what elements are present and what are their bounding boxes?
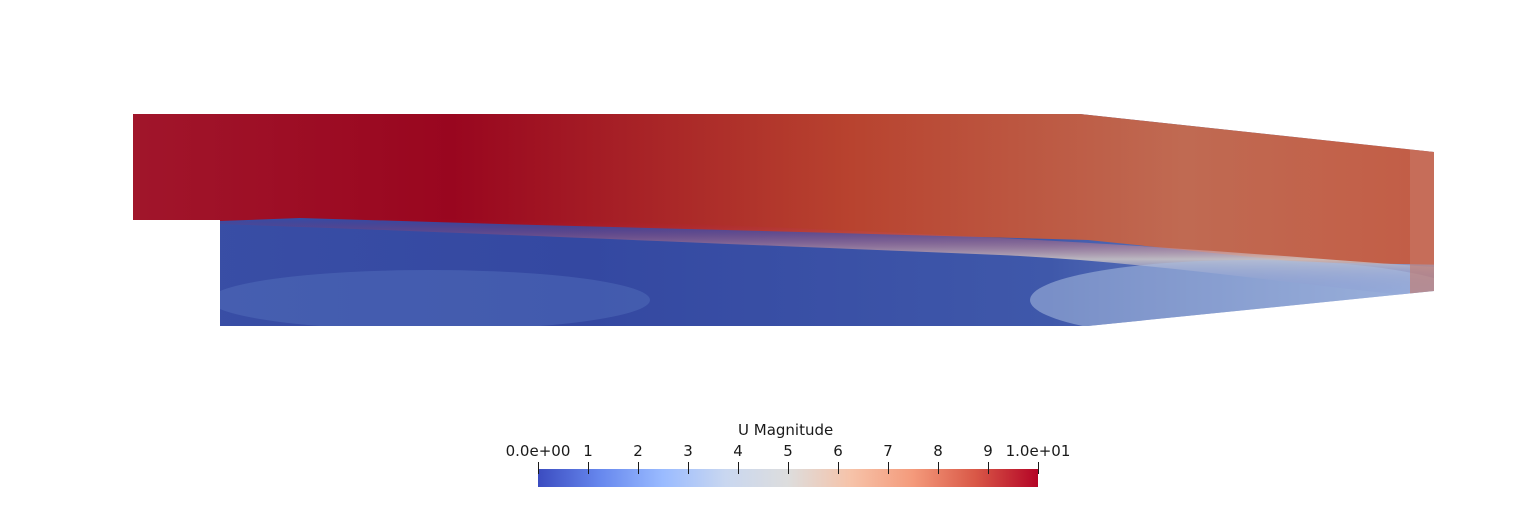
legend-tick-mark xyxy=(637,462,639,474)
legend-tick-label: 5 xyxy=(783,442,793,460)
upper-jet-region xyxy=(133,114,1434,265)
legend-tick-label: 0.0e+00 xyxy=(505,442,571,460)
legend-tick-mark xyxy=(587,462,589,474)
legend-tick-mark xyxy=(837,462,839,474)
legend-tick-label: 2 xyxy=(633,442,643,460)
lower-left-patch xyxy=(210,270,650,326)
legend-tick-label: 3 xyxy=(683,442,693,460)
legend-tick-mark xyxy=(987,462,989,474)
legend-tick-mark xyxy=(537,462,539,474)
legend-tick-label: 1 xyxy=(583,442,593,460)
legend-tick-label: 7 xyxy=(883,442,893,460)
flow-domain xyxy=(133,114,1434,326)
legend-tick-label: 9 xyxy=(983,442,993,460)
legend-title: U Magnitude xyxy=(738,421,834,439)
legend-tick-label: 4 xyxy=(733,442,743,460)
outlet-band xyxy=(1410,150,1434,295)
legend-tick-label: 1.0e+01 xyxy=(1005,442,1071,460)
legend-tick-mark xyxy=(787,462,789,474)
legend-tick-mark xyxy=(1037,462,1039,474)
legend-tick-mark xyxy=(737,462,739,474)
shear-layer xyxy=(220,218,1434,300)
colorbar-gradient xyxy=(538,469,1038,487)
legend-tick-label: 6 xyxy=(833,442,843,460)
legend-tick-mark xyxy=(687,462,689,474)
legend-tick-label: 8 xyxy=(933,442,943,460)
lower-right-patch xyxy=(1030,260,1434,326)
legend-tick-mark xyxy=(937,462,939,474)
legend-tick-mark xyxy=(887,462,889,474)
